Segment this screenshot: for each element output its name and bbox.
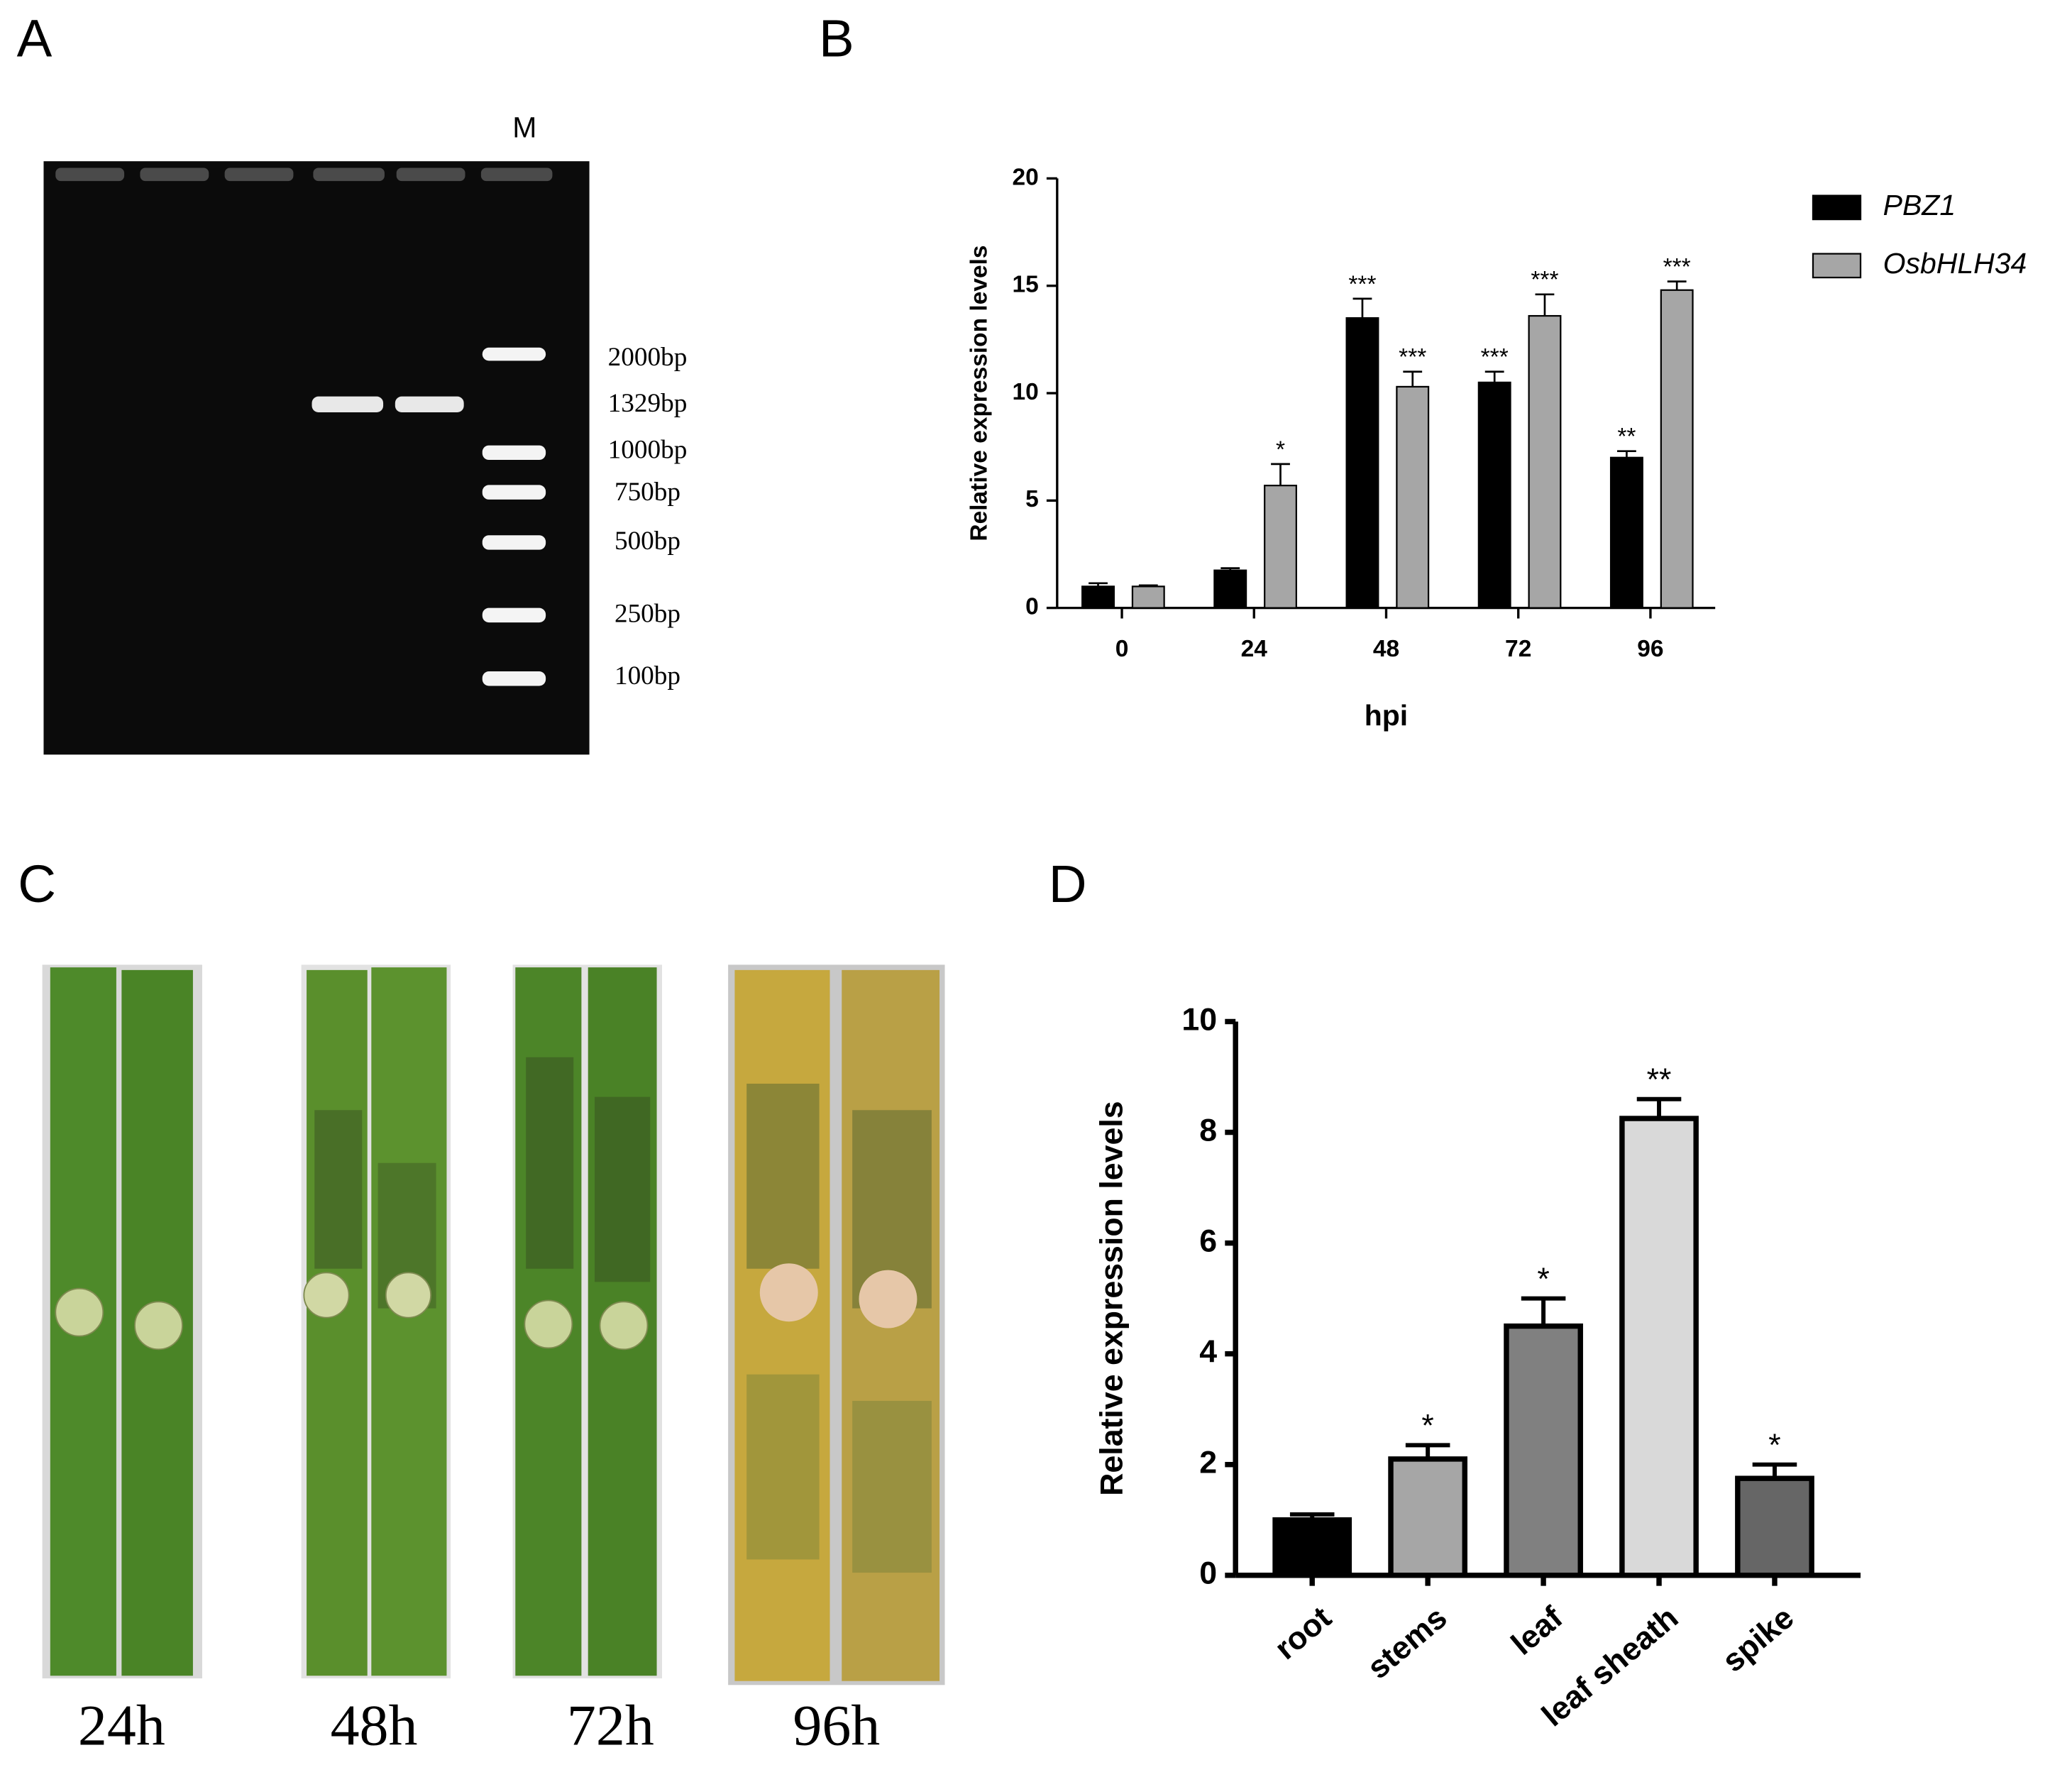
x-tick-label: spike xyxy=(1716,1600,1800,1679)
significance: *** xyxy=(1348,271,1376,297)
significance: ** xyxy=(1617,424,1636,450)
marker-label: 250bp xyxy=(615,599,680,628)
x-tick-label: 0 xyxy=(1115,636,1129,662)
bar xyxy=(1735,1475,1814,1578)
panel-label: C xyxy=(18,854,56,913)
y-tick-label: 5 xyxy=(1025,486,1039,512)
leaf-label: 72h xyxy=(567,1693,654,1757)
x-axis-label: hpi xyxy=(1365,699,1408,732)
y-tick-label: 2 xyxy=(1199,1446,1217,1480)
significance: ** xyxy=(1647,1062,1672,1097)
y-tick-label: 4 xyxy=(1199,1334,1217,1369)
marker-label: 2000bp xyxy=(608,343,688,372)
y-tick-label: 10 xyxy=(1012,379,1038,405)
leaf-label: 24h xyxy=(78,1693,165,1757)
marker-label: 500bp xyxy=(615,527,680,556)
bar xyxy=(1396,385,1430,609)
legend-label: OsbHLH34 xyxy=(1883,247,2027,280)
bar xyxy=(1609,456,1643,609)
x-tick-label: leaf xyxy=(1505,1600,1570,1662)
leaf-label: 48h xyxy=(331,1693,418,1757)
bar xyxy=(1131,585,1165,609)
bar xyxy=(1081,585,1115,609)
panel-label: D xyxy=(1049,854,1087,913)
significance: * xyxy=(1537,1262,1549,1297)
x-tick-label: 72 xyxy=(1505,636,1531,662)
significance: *** xyxy=(1531,267,1558,293)
y-axis-label: Relative expression levels xyxy=(966,245,993,541)
y-tick-label: 10 xyxy=(1181,1002,1217,1037)
legend-swatch xyxy=(1812,194,1862,221)
y-tick-label: 0 xyxy=(1199,1556,1217,1591)
marker-label: 1329bp xyxy=(608,389,688,418)
bar xyxy=(1272,1517,1352,1578)
legend-label: PBZ1 xyxy=(1883,189,1956,221)
marker-label: 100bp xyxy=(615,661,680,691)
bar xyxy=(1345,317,1379,609)
y-tick-label: 20 xyxy=(1012,164,1038,190)
marker-label: 750bp xyxy=(615,478,680,507)
x-tick-label: 48 xyxy=(1373,636,1399,662)
y-tick-label: 0 xyxy=(1025,593,1039,620)
legend-swatch xyxy=(1812,253,1862,279)
y-tick-label: 8 xyxy=(1199,1113,1217,1148)
bar xyxy=(1213,569,1247,609)
bar xyxy=(1264,485,1297,609)
significance: *** xyxy=(1663,254,1691,280)
x-tick-label: 24 xyxy=(1241,636,1268,662)
y-tick-label: 6 xyxy=(1199,1223,1217,1258)
leaf-photos xyxy=(42,964,945,1685)
lane-label: M xyxy=(512,111,536,143)
significance: *** xyxy=(1481,344,1509,370)
significance: * xyxy=(1768,1428,1780,1463)
significance: *** xyxy=(1399,344,1426,370)
gel-image xyxy=(43,161,590,755)
bar xyxy=(1504,1323,1583,1578)
x-tick-label: 96 xyxy=(1637,636,1663,662)
x-tick-label: stems xyxy=(1361,1600,1453,1686)
significance: * xyxy=(1421,1409,1433,1443)
bar xyxy=(1660,289,1694,609)
marker-label: 1000bp xyxy=(608,435,688,464)
significance: * xyxy=(1276,436,1285,463)
y-axis-label: Relative expression levels xyxy=(1095,1101,1130,1495)
bar xyxy=(1477,381,1511,609)
bar xyxy=(1619,1116,1699,1578)
y-tick-label: 15 xyxy=(1012,272,1038,298)
bar xyxy=(1528,314,1562,609)
panel-label: B xyxy=(819,9,854,67)
bar xyxy=(1388,1456,1468,1578)
leaf-label: 96h xyxy=(793,1693,880,1757)
x-tick-label: root xyxy=(1269,1600,1338,1666)
panel-label: A xyxy=(17,9,53,67)
